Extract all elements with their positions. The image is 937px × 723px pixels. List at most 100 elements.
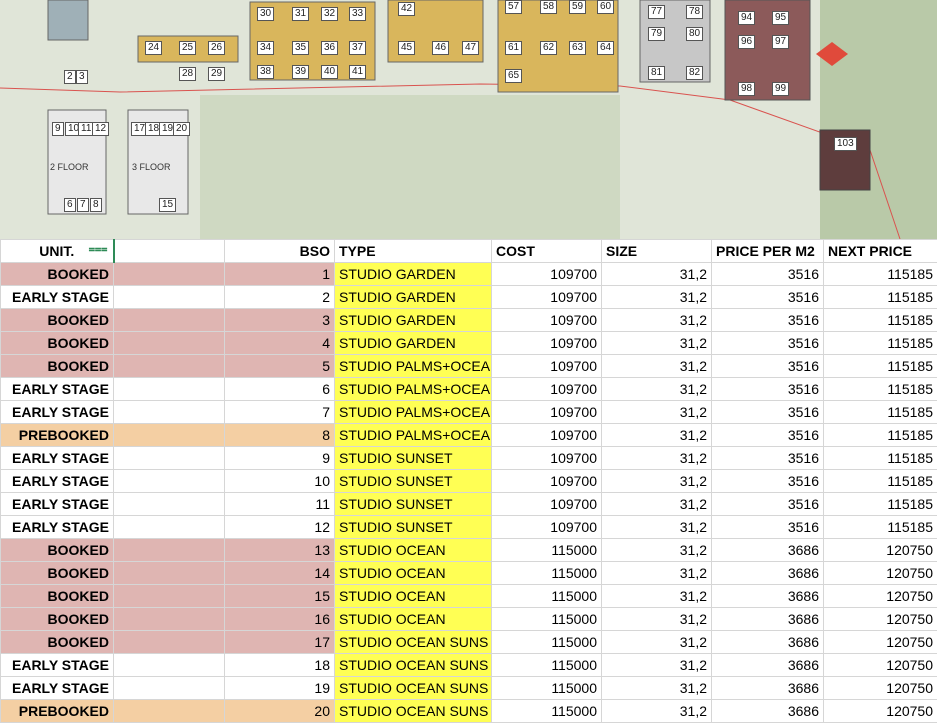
column-header-price-per-m2[interactable]: PRICE PER M2 xyxy=(712,240,824,263)
cell-type[interactable]: STUDIO GARDEN xyxy=(335,263,492,286)
cell-blank[interactable] xyxy=(114,700,225,723)
cell-bso[interactable]: 10 xyxy=(225,470,335,493)
cell-next-price[interactable]: 115185 xyxy=(824,493,937,516)
cell-price-per-m2[interactable]: 3686 xyxy=(712,631,824,654)
cell-bso[interactable]: 9 xyxy=(225,447,335,470)
cell-type[interactable]: STUDIO OCEAN xyxy=(335,585,492,608)
cell-unit-status[interactable]: EARLY STAGE xyxy=(1,677,114,700)
cell-next-price[interactable]: 120750 xyxy=(824,585,937,608)
cell-type[interactable]: STUDIO PALMS+OCEA xyxy=(335,378,492,401)
cell-blank[interactable] xyxy=(114,332,225,355)
cell-blank[interactable] xyxy=(114,585,225,608)
cell-bso[interactable]: 4 xyxy=(225,332,335,355)
cell-bso[interactable]: 20 xyxy=(225,700,335,723)
cell-type[interactable]: STUDIO OCEAN xyxy=(335,539,492,562)
cell-size[interactable]: 31,2 xyxy=(602,631,712,654)
cell-unit-status[interactable]: PREBOOKED xyxy=(1,700,114,723)
cell-cost[interactable]: 109700 xyxy=(492,263,602,286)
cell-blank[interactable] xyxy=(114,562,225,585)
cell-type[interactable]: STUDIO OCEAN SUNS xyxy=(335,677,492,700)
cell-type[interactable]: STUDIO GARDEN xyxy=(335,286,492,309)
cell-size[interactable]: 31,2 xyxy=(602,677,712,700)
cell-price-per-m2[interactable]: 3516 xyxy=(712,424,824,447)
cell-unit-status[interactable]: BOOKED xyxy=(1,332,114,355)
column-header-cost[interactable]: COST xyxy=(492,240,602,263)
cell-unit-status[interactable]: BOOKED xyxy=(1,562,114,585)
filter-icon[interactable]: ⩶ xyxy=(89,243,108,256)
cell-next-price[interactable]: 115185 xyxy=(824,263,937,286)
cell-size[interactable]: 31,2 xyxy=(602,654,712,677)
cell-blank[interactable] xyxy=(114,286,225,309)
cell-cost[interactable]: 109700 xyxy=(492,332,602,355)
cell-blank[interactable] xyxy=(114,654,225,677)
cell-cost[interactable]: 115000 xyxy=(492,539,602,562)
cell-next-price[interactable]: 115185 xyxy=(824,424,937,447)
cell-next-price[interactable]: 120750 xyxy=(824,700,937,723)
cell-price-per-m2[interactable]: 3516 xyxy=(712,516,824,539)
cell-unit-status[interactable]: EARLY STAGE xyxy=(1,378,114,401)
cell-unit-status[interactable]: BOOKED xyxy=(1,631,114,654)
cell-price-per-m2[interactable]: 3686 xyxy=(712,654,824,677)
cell-size[interactable]: 31,2 xyxy=(602,470,712,493)
cell-next-price[interactable]: 120750 xyxy=(824,608,937,631)
cell-blank[interactable] xyxy=(114,608,225,631)
cell-blank[interactable] xyxy=(114,401,225,424)
cell-cost[interactable]: 109700 xyxy=(492,516,602,539)
cell-next-price[interactable]: 120750 xyxy=(824,631,937,654)
column-header-type[interactable]: TYPE xyxy=(335,240,492,263)
cell-price-per-m2[interactable]: 3516 xyxy=(712,309,824,332)
cell-unit-status[interactable]: BOOKED xyxy=(1,309,114,332)
cell-size[interactable]: 31,2 xyxy=(602,608,712,631)
cell-next-price[interactable]: 115185 xyxy=(824,355,937,378)
cell-type[interactable]: STUDIO PALMS+OCEA xyxy=(335,355,492,378)
cell-blank[interactable] xyxy=(114,516,225,539)
cell-bso[interactable]: 11 xyxy=(225,493,335,516)
cell-blank[interactable] xyxy=(114,539,225,562)
cell-price-per-m2[interactable]: 3686 xyxy=(712,608,824,631)
cell-bso[interactable]: 7 xyxy=(225,401,335,424)
column-header-bso[interactable]: BSO xyxy=(225,240,335,263)
cell-bso[interactable]: 19 xyxy=(225,677,335,700)
cell-blank[interactable] xyxy=(114,493,225,516)
cell-bso[interactable]: 15 xyxy=(225,585,335,608)
cell-cost[interactable]: 115000 xyxy=(492,585,602,608)
cell-unit-status[interactable]: EARLY STAGE xyxy=(1,654,114,677)
cell-blank[interactable] xyxy=(114,677,225,700)
cell-unit-status[interactable]: BOOKED xyxy=(1,539,114,562)
cell-size[interactable]: 31,2 xyxy=(602,378,712,401)
column-header-unit[interactable]: UNIT.⩶ xyxy=(1,240,114,263)
cell-price-per-m2[interactable]: 3516 xyxy=(712,263,824,286)
cell-price-per-m2[interactable]: 3686 xyxy=(712,539,824,562)
cell-cost[interactable]: 115000 xyxy=(492,631,602,654)
cell-blank[interactable] xyxy=(114,424,225,447)
cell-cost[interactable]: 115000 xyxy=(492,700,602,723)
cell-next-price[interactable]: 115185 xyxy=(824,332,937,355)
cell-next-price[interactable]: 115185 xyxy=(824,378,937,401)
cell-type[interactable]: STUDIO SUNSET xyxy=(335,447,492,470)
cell-bso[interactable]: 8 xyxy=(225,424,335,447)
cell-size[interactable]: 31,2 xyxy=(602,585,712,608)
cell-bso[interactable]: 12 xyxy=(225,516,335,539)
cell-next-price[interactable]: 115185 xyxy=(824,401,937,424)
cell-price-per-m2[interactable]: 3686 xyxy=(712,585,824,608)
cell-bso[interactable]: 5 xyxy=(225,355,335,378)
cell-bso[interactable]: 13 xyxy=(225,539,335,562)
cell-blank[interactable] xyxy=(114,470,225,493)
cell-type[interactable]: STUDIO OCEAN SUNS xyxy=(335,631,492,654)
cell-type[interactable]: STUDIO OCEAN xyxy=(335,608,492,631)
cell-blank[interactable] xyxy=(114,378,225,401)
cell-size[interactable]: 31,2 xyxy=(602,516,712,539)
cell-price-per-m2[interactable]: 3516 xyxy=(712,286,824,309)
cell-blank[interactable] xyxy=(114,355,225,378)
cell-price-per-m2[interactable]: 3686 xyxy=(712,562,824,585)
cell-size[interactable]: 31,2 xyxy=(602,309,712,332)
cell-cost[interactable]: 115000 xyxy=(492,562,602,585)
cell-size[interactable]: 31,2 xyxy=(602,539,712,562)
cell-cost[interactable]: 109700 xyxy=(492,424,602,447)
cell-blank[interactable] xyxy=(114,447,225,470)
column-header-blank[interactable] xyxy=(114,240,225,263)
cell-next-price[interactable]: 120750 xyxy=(824,654,937,677)
column-header-size[interactable]: SIZE xyxy=(602,240,712,263)
cell-bso[interactable]: 2 xyxy=(225,286,335,309)
cell-cost[interactable]: 115000 xyxy=(492,608,602,631)
